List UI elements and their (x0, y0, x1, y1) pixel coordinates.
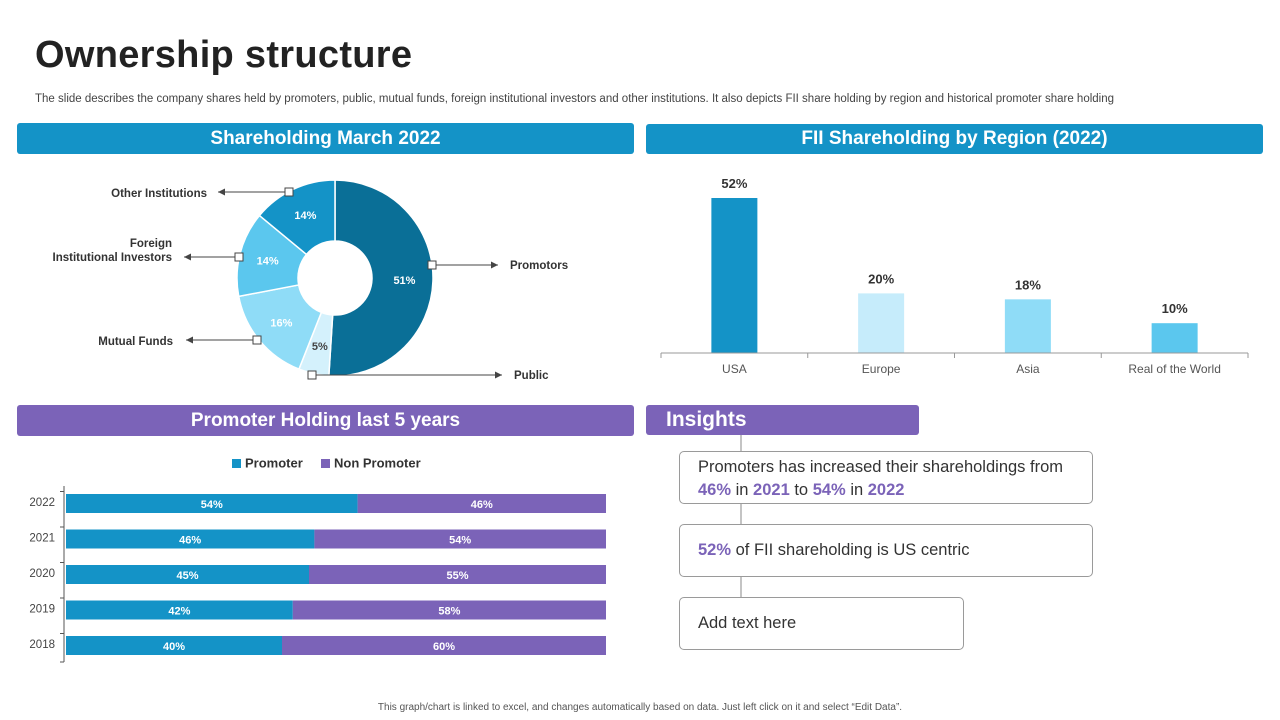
legend-swatch (232, 459, 241, 468)
stack-year-label: 2018 (29, 639, 55, 651)
stack-year-label: 2020 (29, 568, 55, 580)
callout-handle (427, 260, 437, 270)
donut-value-label: 14% (294, 210, 316, 222)
insight-text: of FII shareholding is US centric (731, 541, 970, 559)
insight-text: in (845, 481, 868, 499)
fii-category-label: Europe (862, 362, 901, 376)
stack-value-label: 46% (471, 499, 493, 511)
stack-value-label: 55% (446, 570, 468, 582)
footnote: This graph/chart is linked to excel, and… (377, 702, 903, 713)
stack-value-label: 45% (176, 570, 198, 582)
fii-bar-europe (858, 293, 905, 353)
stack-value-label: 46% (179, 535, 201, 547)
promoter-stacked-bar-chart: Promoter Non Promoter 54% 46% 2022 46% 54% 202… (29, 456, 606, 663)
stack-bar-non-promoter-2018 (282, 636, 606, 655)
donut-category-label: Mutual Funds (98, 336, 173, 348)
insight-value: 54% (812, 481, 846, 499)
donut-value-label: 5% (312, 341, 328, 353)
stack-year-label: 2022 (29, 497, 55, 509)
stack-bar-promoter-2021 (66, 529, 315, 549)
callout-handle (252, 335, 262, 345)
stack-year-label: 2021 (29, 533, 55, 545)
insight-value: 2021 (753, 481, 790, 499)
insights-banner: Insights (646, 405, 919, 435)
stack-value-label: 54% (201, 499, 223, 511)
fii-bar-asia (1004, 299, 1051, 353)
fii-bar-real-of-the-world (1151, 323, 1198, 353)
donut-value-label: 14% (257, 256, 279, 268)
stack-value-label: 60% (433, 641, 455, 653)
callout-handle (234, 252, 244, 262)
insight-value: 2022 (867, 481, 905, 499)
legend-label: Non Promoter (334, 456, 421, 471)
stack-bar-promoter-2018 (66, 636, 282, 655)
donut-category-label: Other Institutions (111, 188, 207, 200)
donut-value-label: 51% (393, 275, 415, 287)
stack-value-label: 54% (449, 535, 471, 547)
donut-slice-other-institutions (258, 179, 336, 256)
insight-value: 46% (698, 481, 732, 499)
page-subtitle: The slide describes the company shares h… (35, 93, 1115, 105)
stack-bar-promoter-2022 (66, 494, 358, 513)
insight-box-promoter-growth: Promoters has increased their shareholdi… (679, 451, 1093, 504)
insight-box-placeholder[interactable]: Add text here (679, 597, 964, 650)
shareholding-banner: Shareholding March 2022 (17, 123, 634, 154)
insight-text: in (731, 481, 754, 499)
donut-slice-promotors (328, 179, 434, 377)
fii-category-label: USA (722, 362, 747, 376)
insight-text: Promoters has increased their shareholdi… (698, 458, 1064, 476)
callout-arrow-icon (495, 371, 502, 379)
insight-box-us-centric: 52% of FII shareholding is US centric (679, 524, 1093, 577)
insight-placeholder-text: Add text here (698, 614, 797, 632)
callout-arrow-icon (491, 261, 498, 269)
fii-region-banner: FII Shareholding by Region (2022) (646, 124, 1263, 154)
stack-bar-non-promoter-2019 (292, 600, 606, 620)
stack-bar-non-promoter-2020 (309, 565, 606, 584)
legend-swatch (321, 459, 330, 468)
fii-region-bar-chart: 52% USA 20% Europe 18% Asia 10% Real of the Wor… (660, 176, 1249, 376)
callout-arrow-icon (218, 188, 225, 196)
callout-handle (307, 370, 317, 380)
donut-value-label: 16% (270, 317, 292, 329)
legend-label: Promoter (245, 456, 303, 471)
stack-value-label: 42% (168, 606, 190, 618)
shareholding-donut-chart: 51% 5% 16% 14% 14% Promotors Public Mutual Fun… (53, 179, 568, 382)
stack-value-label: 58% (438, 606, 460, 618)
stack-bar-non-promoter-2021 (314, 529, 606, 549)
page-title: Ownership structure (35, 34, 413, 76)
callout-arrow-icon (186, 336, 193, 344)
donut-category-label: Public (514, 370, 549, 382)
fii-category-label: Real of the World (1128, 362, 1221, 376)
insight-text: to (789, 481, 813, 499)
fii-value-label: 18% (1015, 277, 1041, 292)
stack-bar-promoter-2020 (66, 565, 309, 584)
insight-value: 52% (698, 541, 732, 559)
fii-bar-usa (711, 198, 758, 353)
fii-value-label: 52% (721, 176, 747, 191)
donut-category-label: Foreign Institutional Investors (53, 238, 173, 264)
stack-value-label: 40% (163, 641, 185, 653)
fii-value-label: 20% (868, 271, 894, 286)
stack-bar-non-promoter-2022 (357, 494, 606, 513)
stack-year-label: 2019 (29, 604, 55, 616)
donut-category-label: Promotors (510, 260, 568, 272)
promoter-holding-banner: Promoter Holding last 5 years (17, 405, 634, 436)
callout-handle (284, 187, 294, 197)
stack-bar-promoter-2019 (66, 600, 293, 620)
fii-value-label: 10% (1162, 301, 1188, 316)
fii-category-label: Asia (1016, 362, 1040, 376)
callout-arrow-icon (184, 253, 191, 261)
